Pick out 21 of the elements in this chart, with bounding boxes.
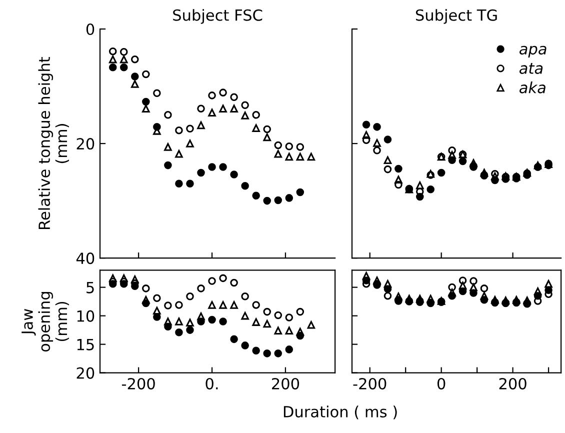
y-tick-label: 10 bbox=[77, 310, 94, 322]
y-axis-title: Relative tongue height (mm) bbox=[38, 56, 69, 229]
y-tick-label: 40 bbox=[76, 252, 94, 264]
y-tick-label: 15 bbox=[77, 338, 94, 350]
chart-title: Subject FSC bbox=[173, 9, 262, 24]
x-tick-label: -200 bbox=[122, 378, 155, 390]
x-tick-label: 0. bbox=[206, 378, 218, 390]
y-tick-label: 20 bbox=[76, 367, 94, 379]
chart-title: Subject TG bbox=[416, 9, 497, 24]
x-axis-title: Duration ( ms ) bbox=[284, 406, 397, 420]
y-tick-label: 0 bbox=[86, 23, 94, 36]
legend-label: ata bbox=[520, 63, 543, 74]
x-tick-label: 200 bbox=[499, 378, 526, 390]
y-axis-title: Jaw opening (mm) bbox=[22, 292, 69, 352]
y-tick-label: 20 bbox=[76, 138, 94, 150]
legend-label: apa bbox=[520, 46, 546, 58]
x-tick-label: -200 bbox=[353, 378, 386, 390]
legend-label: aka bbox=[520, 82, 546, 94]
x-tick-label: 200 bbox=[272, 378, 300, 390]
x-tick-label: 0 bbox=[437, 378, 446, 390]
y-tick-label: 5 bbox=[86, 282, 94, 294]
